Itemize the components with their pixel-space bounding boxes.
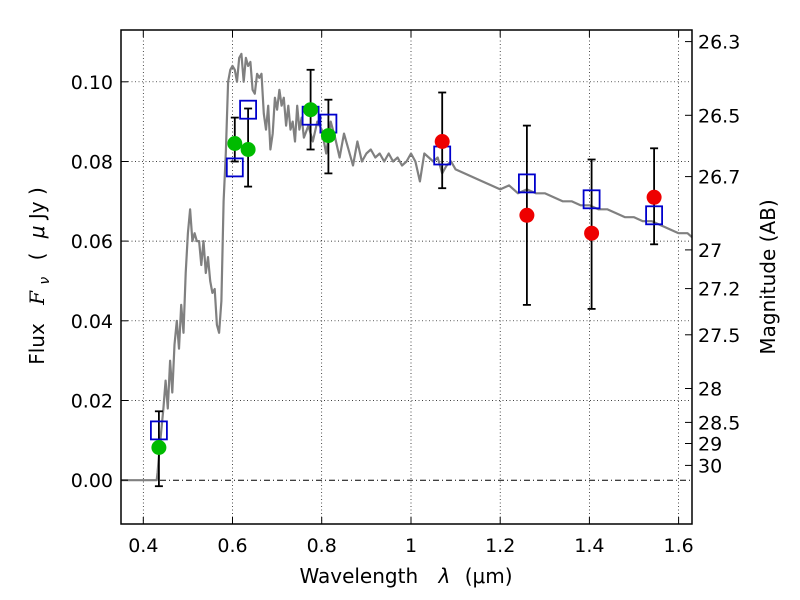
- x-axis-label: Wavelength λ (μm): [299, 564, 512, 588]
- y2-tick-label: 28.5: [698, 412, 740, 434]
- y2-tick-label: 26.7: [698, 167, 740, 189]
- y2-tick-label: 28: [698, 379, 722, 401]
- x-tick-label: 0.6: [217, 535, 247, 557]
- y2-tick-label: 26.5: [698, 105, 740, 127]
- y-axis-label-unit-rest: Jy ): [25, 187, 49, 221]
- x-axis-label-unit: (μm): [465, 564, 513, 588]
- y-axis-label-subscript: ν: [37, 277, 53, 285]
- x-axis-label-text: Wavelength: [299, 564, 418, 588]
- y-tick-label: 0.08: [71, 152, 113, 174]
- y-axis-label-unit-mu: μ: [25, 225, 49, 239]
- observed-optical-point: [227, 136, 243, 151]
- y-tick-label: 0.10: [71, 72, 113, 94]
- y2-tick-label: 29: [698, 434, 722, 456]
- model-photometry-point: [239, 99, 258, 120]
- y-tick-label: 0.04: [71, 311, 113, 333]
- y-axis-label: Flux F ν ( μ Jy ): [25, 187, 54, 365]
- axes-frame: [120, 29, 693, 525]
- model-photometry-point: [645, 205, 663, 226]
- x-tick-label: 0.4: [128, 535, 158, 557]
- y-tick-label: 0.02: [71, 391, 113, 413]
- observed-optical-point: [303, 102, 319, 118]
- model-photometry-point: [149, 420, 168, 441]
- observed-nir-point: [646, 189, 662, 205]
- x-tick-label: 1.2: [485, 535, 515, 557]
- model-spectrum-line: [121, 52, 693, 482]
- observed-nir-point: [584, 225, 600, 241]
- y2-tick-label: 30: [698, 455, 722, 477]
- y2-tick-label: 27: [698, 240, 722, 262]
- y-tick-label: 0.00: [71, 470, 113, 492]
- x-axis-label-symbol: λ: [438, 564, 451, 588]
- y2-tick-label: 27.5: [698, 325, 740, 347]
- x-tick-label: 1.6: [663, 535, 693, 557]
- y-axis-label-text: Flux: [25, 323, 49, 365]
- model-photometry-point: [225, 157, 244, 178]
- axis-ticks: 0.4 0.6 0.8 1 1.2 1.4 1.6 0.00 0.02 0.04 0.06 0.08 0…: [71, 30, 740, 557]
- y2-tick-label: 26.3: [698, 32, 740, 54]
- y-tick-label: 0.06: [71, 231, 113, 253]
- grid: [121, 30, 692, 524]
- y-axis-label-symbol: F: [25, 290, 49, 306]
- y-axis-label-unit-open: (: [25, 253, 49, 261]
- model-photometry-point: [582, 189, 601, 210]
- y2-axis-label: Magnitude (AB): [756, 199, 780, 354]
- x-tick-label: 0.8: [307, 535, 337, 557]
- observed-optical-point: [320, 128, 336, 144]
- observed-nir-point: [519, 207, 535, 223]
- plot-area: [121, 52, 693, 488]
- observed-nir-point: [434, 134, 450, 149]
- model-photometry-point: [518, 173, 536, 194]
- y2-tick-label: 27.2: [698, 279, 740, 301]
- observed-optical-point: [151, 440, 167, 455]
- x-tick-label: 1: [405, 535, 417, 557]
- observed-optical-point: [240, 142, 256, 157]
- x-tick-label: 1.4: [574, 535, 604, 557]
